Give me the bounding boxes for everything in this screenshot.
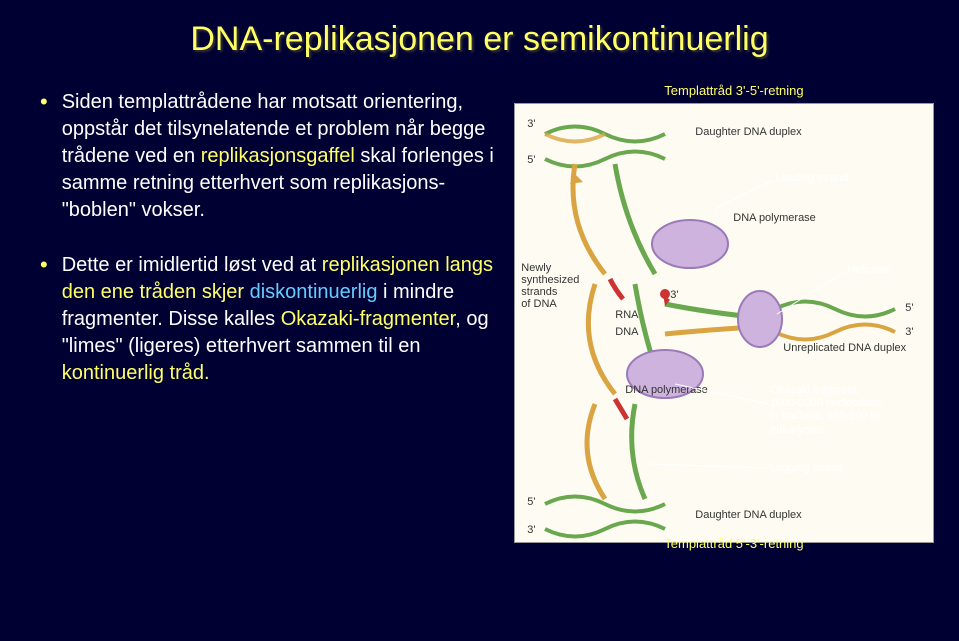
dna-diagram: 3' 5' Daughter DNA duplex DNA polymerase… [514,103,934,543]
bullet-item: • Siden templattrådene har motsatt orien… [40,89,502,224]
label-3prime: 3' [527,118,535,130]
anno-helicase: Helicase [847,264,889,277]
label-polymerase-1: DNA polymerase [733,212,816,224]
label-polymerase-2: DNA polymerase [625,384,708,396]
bullet-list: • Siden templattrådene har motsatt orien… [40,89,514,543]
label-daughter-bottom: Daughter DNA duplex [695,509,801,521]
caption-top: Templattråd 3'-5'-retning [664,83,803,98]
label-unrep: Unreplicated DNA duplex [783,342,906,354]
page-title: DNA-replikasjonen er semikontinuerlig [0,0,959,59]
label-5prime-bl: 5' [527,496,535,508]
label-mid3: 3' [670,289,678,301]
label-3prime-bl: 3' [527,524,535,536]
bullet-dot: • [40,252,48,387]
content-area: • Siden templattrådene har motsatt orien… [0,89,959,543]
bullet-dot: • [40,89,48,224]
figure-area: Templattråd 3'-5'-retning [514,89,939,543]
label-daughter-top: Daughter DNA duplex [695,126,801,138]
bullet-text: Siden templattrådene har motsatt oriente… [62,89,503,224]
label-5prime-r: 5' [905,302,913,314]
bullet-item: • Dette er imidlertid løst ved at replik… [40,252,502,387]
dna-svg [515,104,935,544]
anno-leading: Leading strand [775,172,848,185]
label-3prime-r: 3' [905,326,913,338]
label-rna: RNA [615,309,638,321]
label-dna: DNA [615,326,638,338]
label-newly: Newly synthesized strands of DNA [521,262,579,310]
anno-okazaki: Okazaki fragment. 1000-2000 nucleotides … [770,384,881,437]
bullet-text: Dette er imidlertid løst ved at replikas… [62,252,503,387]
label-5prime: 5' [527,154,535,166]
caption-bottom: Templattråd 5'-3'-retning [664,536,803,551]
anno-lagging: Lagging strand [770,462,843,475]
